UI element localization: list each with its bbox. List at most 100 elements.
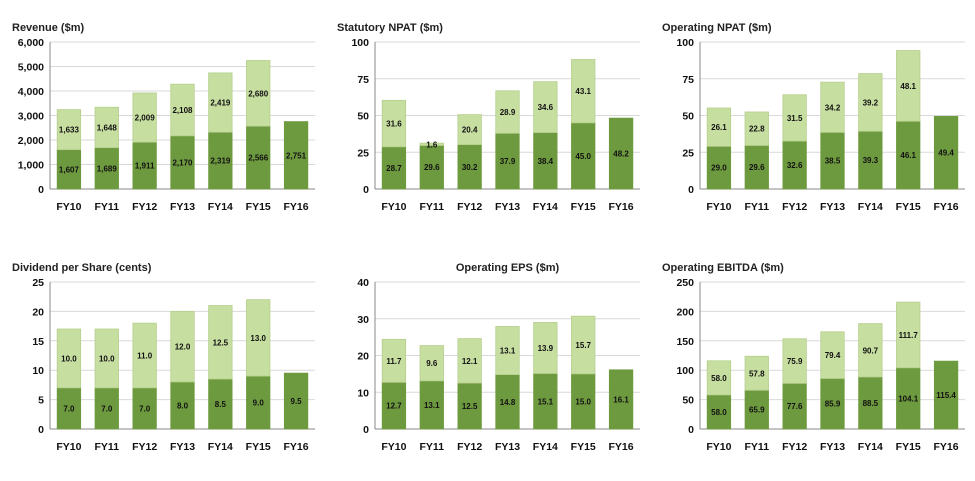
chart-operating-npat-category-label: FY15 bbox=[896, 201, 921, 213]
chart-operating-ebitda-data-label: 79.4 bbox=[825, 351, 841, 360]
chart-statutory-npat-data-label: 38.4 bbox=[538, 157, 554, 166]
chart-revenue-data-label: 1,689 bbox=[97, 164, 118, 173]
chart-dividend-per-share-data-label: 9.0 bbox=[253, 399, 265, 408]
chart-operating-npat-category-label: FY16 bbox=[934, 201, 959, 213]
chart-operating-ebitda-data-label: 90.7 bbox=[863, 346, 879, 355]
chart-operating-npat-ytick-label: 25 bbox=[682, 147, 694, 159]
chart-operating-ebitda-ytick-label: 200 bbox=[676, 306, 694, 318]
chart-revenue-ytick-label: 0 bbox=[38, 184, 44, 196]
chart-operating-ebitda-data-label: 65.9 bbox=[749, 406, 765, 415]
chart-operating-ebitda-data-label: 58.0 bbox=[711, 408, 727, 417]
chart-statutory-npat-data-label: 43.1 bbox=[575, 87, 591, 96]
chart-statutory-npat-data-label: 31.6 bbox=[386, 120, 402, 129]
chart-dividend-per-share-ytick-label: 10 bbox=[32, 365, 44, 377]
chart-operating-ebitda-category-label: FY12 bbox=[782, 441, 807, 453]
chart-revenue-bar-lower bbox=[283, 121, 309, 190]
chart-operating-eps-data-label: 13.9 bbox=[538, 344, 554, 353]
chart-operating-npat-bar-upper bbox=[858, 73, 883, 132]
chart-dividend-per-share-data-label: 10.0 bbox=[99, 354, 115, 363]
chart-revenue-bar-upper bbox=[208, 72, 233, 133]
chart-operating-eps-bar-upper bbox=[457, 338, 482, 384]
chart-revenue-ytick-label: 2,000 bbox=[18, 135, 44, 147]
chart-operating-npat-category-label: FY14 bbox=[858, 201, 883, 213]
chart-dividend-per-share-bar-upper bbox=[208, 305, 233, 380]
chart-operating-eps-ytick-label: 30 bbox=[357, 314, 369, 326]
chart-operating-eps-category-label: FY16 bbox=[609, 441, 634, 453]
chart-operating-npat-data-label: 26.1 bbox=[711, 123, 727, 132]
chart-operating-npat-data-label: 46.1 bbox=[900, 151, 916, 160]
chart-dividend-per-share-category-label: FY16 bbox=[284, 441, 309, 453]
chart-dividend-per-share-bar-lower bbox=[283, 372, 309, 430]
chart-operating-npat-data-label: 32.6 bbox=[787, 161, 803, 170]
chart-operating-ebitda-category-label: FY16 bbox=[934, 441, 959, 453]
chart-operating-npat-data-label: 34.2 bbox=[825, 103, 841, 112]
chart-operating-eps-category-label: FY14 bbox=[533, 441, 558, 453]
chart-operating-npat-ytick-label: 100 bbox=[676, 37, 694, 49]
chart-dividend-per-share-ytick-label: 25 bbox=[32, 277, 44, 289]
chart-operating-eps-data-label: 15.7 bbox=[575, 341, 591, 350]
chart-operating-npat-data-label: 38.5 bbox=[825, 157, 841, 166]
chart-revenue-data-label: 2,566 bbox=[248, 154, 269, 163]
chart-revenue-data-label: 2,170 bbox=[172, 158, 193, 167]
chart-statutory-npat-category-label: FY16 bbox=[609, 201, 634, 213]
chart-revenue-data-label: 2,319 bbox=[210, 157, 231, 166]
chart-operating-eps-ytick-label: 40 bbox=[357, 277, 369, 289]
chart-statutory-npat-data-label: 29.6 bbox=[424, 163, 440, 172]
chart-revenue-category-label: FY14 bbox=[208, 201, 233, 213]
chart-statutory-npat-category-label: FY13 bbox=[495, 201, 520, 213]
chart-operating-npat-data-label: 29.0 bbox=[711, 164, 727, 173]
chart-operating-eps-title: Operating EPS ($m) bbox=[456, 262, 560, 274]
chart-revenue-category-label: FY12 bbox=[132, 201, 157, 213]
chart-statutory-npat-data-label: 34.6 bbox=[538, 103, 554, 112]
chart-dividend-per-share-bar-upper bbox=[170, 311, 195, 383]
chart-statutory-npat-ytick-label: 50 bbox=[357, 111, 369, 123]
chart-operating-npat-bar-upper bbox=[782, 94, 807, 142]
chart-revenue-data-label: 1,911 bbox=[135, 162, 155, 171]
chart-operating-npat-category-label: FY12 bbox=[782, 201, 807, 213]
chart-statutory-npat-data-label: 30.2 bbox=[462, 163, 478, 172]
chart-dividend-per-share-category-label: FY15 bbox=[246, 441, 271, 453]
chart-dividend-per-share-svg: Dividend per Share (cents) 0 5 10 15 20 25 7.0 1… bbox=[12, 262, 315, 453]
chart-dividend-per-share-data-label: 7.0 bbox=[139, 404, 151, 413]
chart-operating-ebitda-ytick-label: 0 bbox=[688, 424, 694, 436]
chart-operating-npat-category-label: FY10 bbox=[706, 201, 731, 213]
chart-operating-ebitda-ytick-label: 50 bbox=[682, 395, 694, 407]
chart-operating-npat-data-label: 39.2 bbox=[863, 98, 879, 107]
chart-operating-eps-ytick-label: 10 bbox=[357, 387, 369, 399]
chart-statutory-npat-category-label: FY12 bbox=[457, 201, 482, 213]
chart-operating-npat-data-label: 31.5 bbox=[787, 114, 803, 123]
chart-statutory-npat-bar-lower bbox=[608, 117, 634, 190]
chart-operating-ebitda-data-label: 77.6 bbox=[787, 402, 803, 411]
chart-dividend-per-share-bar-upper bbox=[94, 328, 119, 389]
chart-statutory-npat-data-label: 28.7 bbox=[386, 164, 402, 173]
chart-operating-ebitda-data-label: 57.8 bbox=[749, 369, 765, 378]
chart-operating-ebitda-bar-upper bbox=[706, 360, 732, 396]
chart-operating-eps-data-label: 13.1 bbox=[500, 347, 516, 356]
chart-operating-npat-svg: Operating NPAT ($m) 0 25 50 75 100 29.0 26.1 FY1… bbox=[662, 22, 965, 213]
chart-operating-npat-bar-upper bbox=[744, 111, 769, 146]
chart-operating-ebitda-svg: Operating EBITDA ($m) 0 50 100 150 200 250 58.0… bbox=[662, 262, 965, 453]
chart-dividend-per-share-data-label: 7.0 bbox=[63, 404, 75, 413]
chart-operating-npat-category-label: FY11 bbox=[745, 201, 770, 213]
chart-statutory-npat-category-label: FY14 bbox=[533, 201, 558, 213]
chart-operating-ebitda-data-label: 104.1 bbox=[898, 394, 919, 403]
chart-statutory-npat-bar-upper bbox=[495, 90, 520, 134]
chart-operating-ebitda-title: Operating EBITDA ($m) bbox=[662, 262, 784, 274]
chart-dividend-per-share-category-label: FY12 bbox=[132, 441, 157, 453]
chart-operating-ebitda-bar-upper bbox=[858, 323, 883, 378]
chart-statutory-npat-bar-upper bbox=[457, 114, 482, 146]
chart-operating-eps-bar-upper bbox=[571, 315, 596, 375]
chart-operating-eps-ytick-label: 0 bbox=[363, 424, 369, 436]
chart-operating-npat-data-label: 22.8 bbox=[749, 125, 765, 134]
chart-operating-eps-data-label: 14.8 bbox=[500, 398, 516, 407]
chart-operating-ebitda-category-label: FY13 bbox=[820, 441, 845, 453]
chart-dividend-per-share-bar-upper bbox=[56, 328, 82, 389]
chart-operating-eps-data-label: 13.1 bbox=[424, 401, 440, 410]
chart-revenue-svg: Revenue ($m) 0 1,000 2,000 3,000 4,000 5,000 6,… bbox=[12, 22, 315, 213]
chart-operating-eps-data-label: 9.6 bbox=[426, 359, 438, 368]
chart-operating-eps-data-label: 15.0 bbox=[575, 397, 591, 406]
chart-statutory-npat-data-label: 45.0 bbox=[575, 152, 591, 161]
chart-operating-npat-bar-lower bbox=[933, 115, 959, 190]
chart-statutory-npat-ytick-label: 100 bbox=[351, 37, 369, 49]
chart-dividend-per-share-category-label: FY13 bbox=[170, 441, 195, 453]
